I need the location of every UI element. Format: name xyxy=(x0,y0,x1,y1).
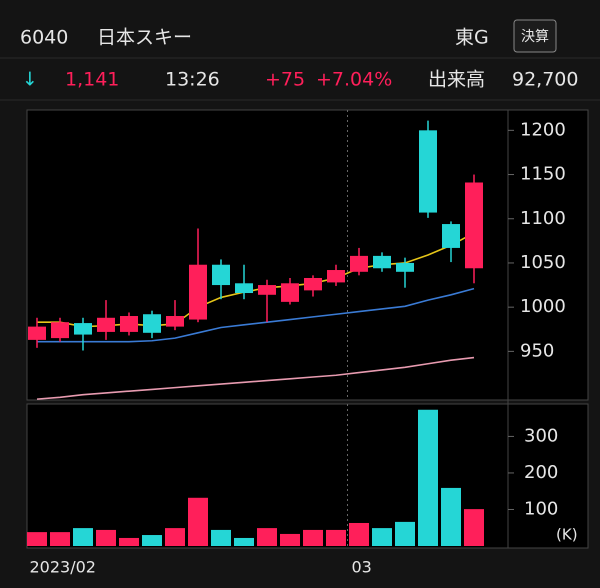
volume-bar xyxy=(96,529,116,546)
moving-average xyxy=(37,287,475,343)
moving-average xyxy=(36,356,475,400)
y-tick-label: 1000 xyxy=(520,296,566,317)
candle-body xyxy=(166,316,184,327)
candle-body xyxy=(281,283,299,302)
candle-body xyxy=(120,316,138,332)
direction-arrow: ↓ xyxy=(22,69,38,91)
candle-body xyxy=(327,270,345,283)
price: 1,141 xyxy=(65,69,119,91)
market: 東G xyxy=(455,27,489,49)
volume-bar xyxy=(280,533,300,546)
y-tick-label: 300 xyxy=(524,425,558,446)
candle-body xyxy=(74,323,92,335)
change-pct: +7.04% xyxy=(316,69,392,91)
candle-body xyxy=(143,314,161,333)
candle-body xyxy=(465,182,483,269)
y-tick-label: 100 xyxy=(524,498,558,519)
candle-body xyxy=(189,264,207,320)
candle-body xyxy=(373,255,391,269)
button-label: 決算 xyxy=(521,29,549,45)
volume-bar xyxy=(234,537,254,546)
volume-panel xyxy=(26,403,589,549)
volume-bar xyxy=(142,535,162,546)
candle-body xyxy=(258,285,276,295)
candle-body xyxy=(304,277,322,291)
candle-body xyxy=(51,322,69,339)
price-panel xyxy=(26,109,589,401)
change: +75 xyxy=(265,69,305,91)
volume-bar xyxy=(211,529,231,546)
volume-bar xyxy=(165,528,185,546)
y-tick-label: 200 xyxy=(524,462,558,483)
volume-bar xyxy=(257,528,277,546)
volume-bar xyxy=(395,521,415,546)
volume-bar xyxy=(73,528,93,546)
x-tick-label: 03 xyxy=(352,558,372,577)
candle-body xyxy=(97,317,115,332)
settlement-button[interactable]: 決算 xyxy=(513,19,557,53)
volume-bar xyxy=(464,509,484,546)
volume-bar xyxy=(372,528,392,546)
volume-bar xyxy=(349,522,369,546)
volume: 92,700 xyxy=(512,69,578,91)
volume-bar xyxy=(27,532,47,546)
y-tick-label: 950 xyxy=(520,340,554,361)
stock-code: 6040 xyxy=(20,27,68,49)
candle-body xyxy=(235,283,253,294)
candle-body xyxy=(442,224,460,248)
candle-body xyxy=(396,262,414,272)
volume-bar xyxy=(441,487,461,546)
volume-bar xyxy=(326,529,346,546)
y-tick-label: 1050 xyxy=(520,252,566,273)
button-frame xyxy=(513,19,557,53)
stock-name: 日本スキー xyxy=(97,27,192,49)
candle-body xyxy=(28,326,46,340)
x-tick-label: 2023/02 xyxy=(30,558,96,577)
y-tick-label: 1100 xyxy=(520,208,566,229)
unit-label: (K) xyxy=(556,526,578,544)
volume-label: 出来高 xyxy=(428,69,485,91)
y-tick-label: 1150 xyxy=(520,164,566,185)
volume-bar xyxy=(188,497,208,546)
volume-bar xyxy=(303,529,323,546)
time: 13:26 xyxy=(165,69,220,91)
candle-body xyxy=(419,130,437,213)
volume-bar xyxy=(119,537,139,546)
y-tick-label: 1200 xyxy=(520,119,566,140)
candle-body xyxy=(212,264,230,286)
candle-body xyxy=(350,255,368,272)
volume-bar xyxy=(418,409,438,546)
volume-bar xyxy=(50,532,70,546)
